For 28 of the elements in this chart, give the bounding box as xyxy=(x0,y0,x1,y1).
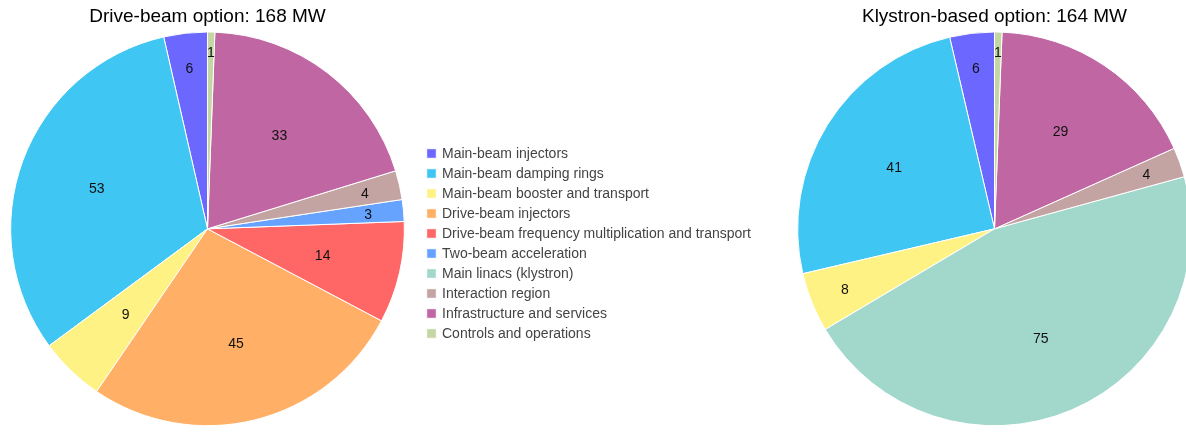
legend-label: Main-beam damping rings xyxy=(442,164,604,182)
legend-label: Infrastructure and services xyxy=(442,304,607,322)
data-label: 33 xyxy=(271,127,288,144)
legend-label: Main-beam booster and transport xyxy=(442,184,649,202)
data-label: 9 xyxy=(121,305,130,322)
legend-label: Main-beam injectors xyxy=(442,144,569,162)
data-label: 4 xyxy=(360,184,369,201)
legend-label: Two-beam acceleration xyxy=(442,244,587,262)
legend-label: Drive-beam frequency multiplication and transport xyxy=(442,224,751,242)
legend-label: Interaction region xyxy=(442,284,551,302)
legend-label: Main linacs (klystron) xyxy=(442,264,574,282)
slice-label: Drive-beam option: 168 MW xyxy=(89,5,326,27)
data-label: 8 xyxy=(840,281,849,298)
data-label: 41 xyxy=(886,158,903,175)
legend-label: Controls and operations xyxy=(442,324,591,342)
slice-label: Klystron-based option: 164 MW xyxy=(861,5,1128,27)
data-label: 6 xyxy=(972,60,981,77)
data-label: 1 xyxy=(206,43,215,60)
data-label: 53 xyxy=(88,179,105,196)
data-label: 4 xyxy=(1142,166,1151,183)
data-label: 29 xyxy=(1052,122,1069,139)
data-label: 6 xyxy=(185,60,194,77)
data-label: 1 xyxy=(994,43,1002,60)
data-label: 75 xyxy=(1032,329,1049,346)
legend-label: Drive-beam injectors xyxy=(442,204,571,222)
data-label: 45 xyxy=(228,335,244,352)
data-label: 3 xyxy=(364,205,373,222)
data-label: 14 xyxy=(314,247,331,264)
